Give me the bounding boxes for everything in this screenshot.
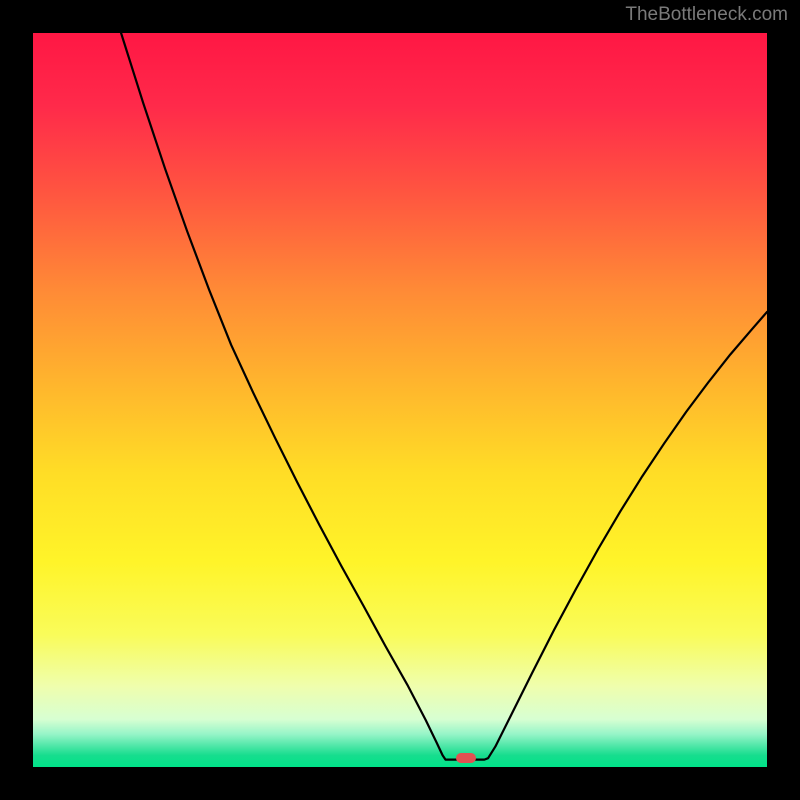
attribution-text: TheBottleneck.com xyxy=(625,4,788,26)
plot-area xyxy=(33,33,767,767)
gradient-background xyxy=(33,33,767,767)
minimum-marker xyxy=(456,753,476,763)
